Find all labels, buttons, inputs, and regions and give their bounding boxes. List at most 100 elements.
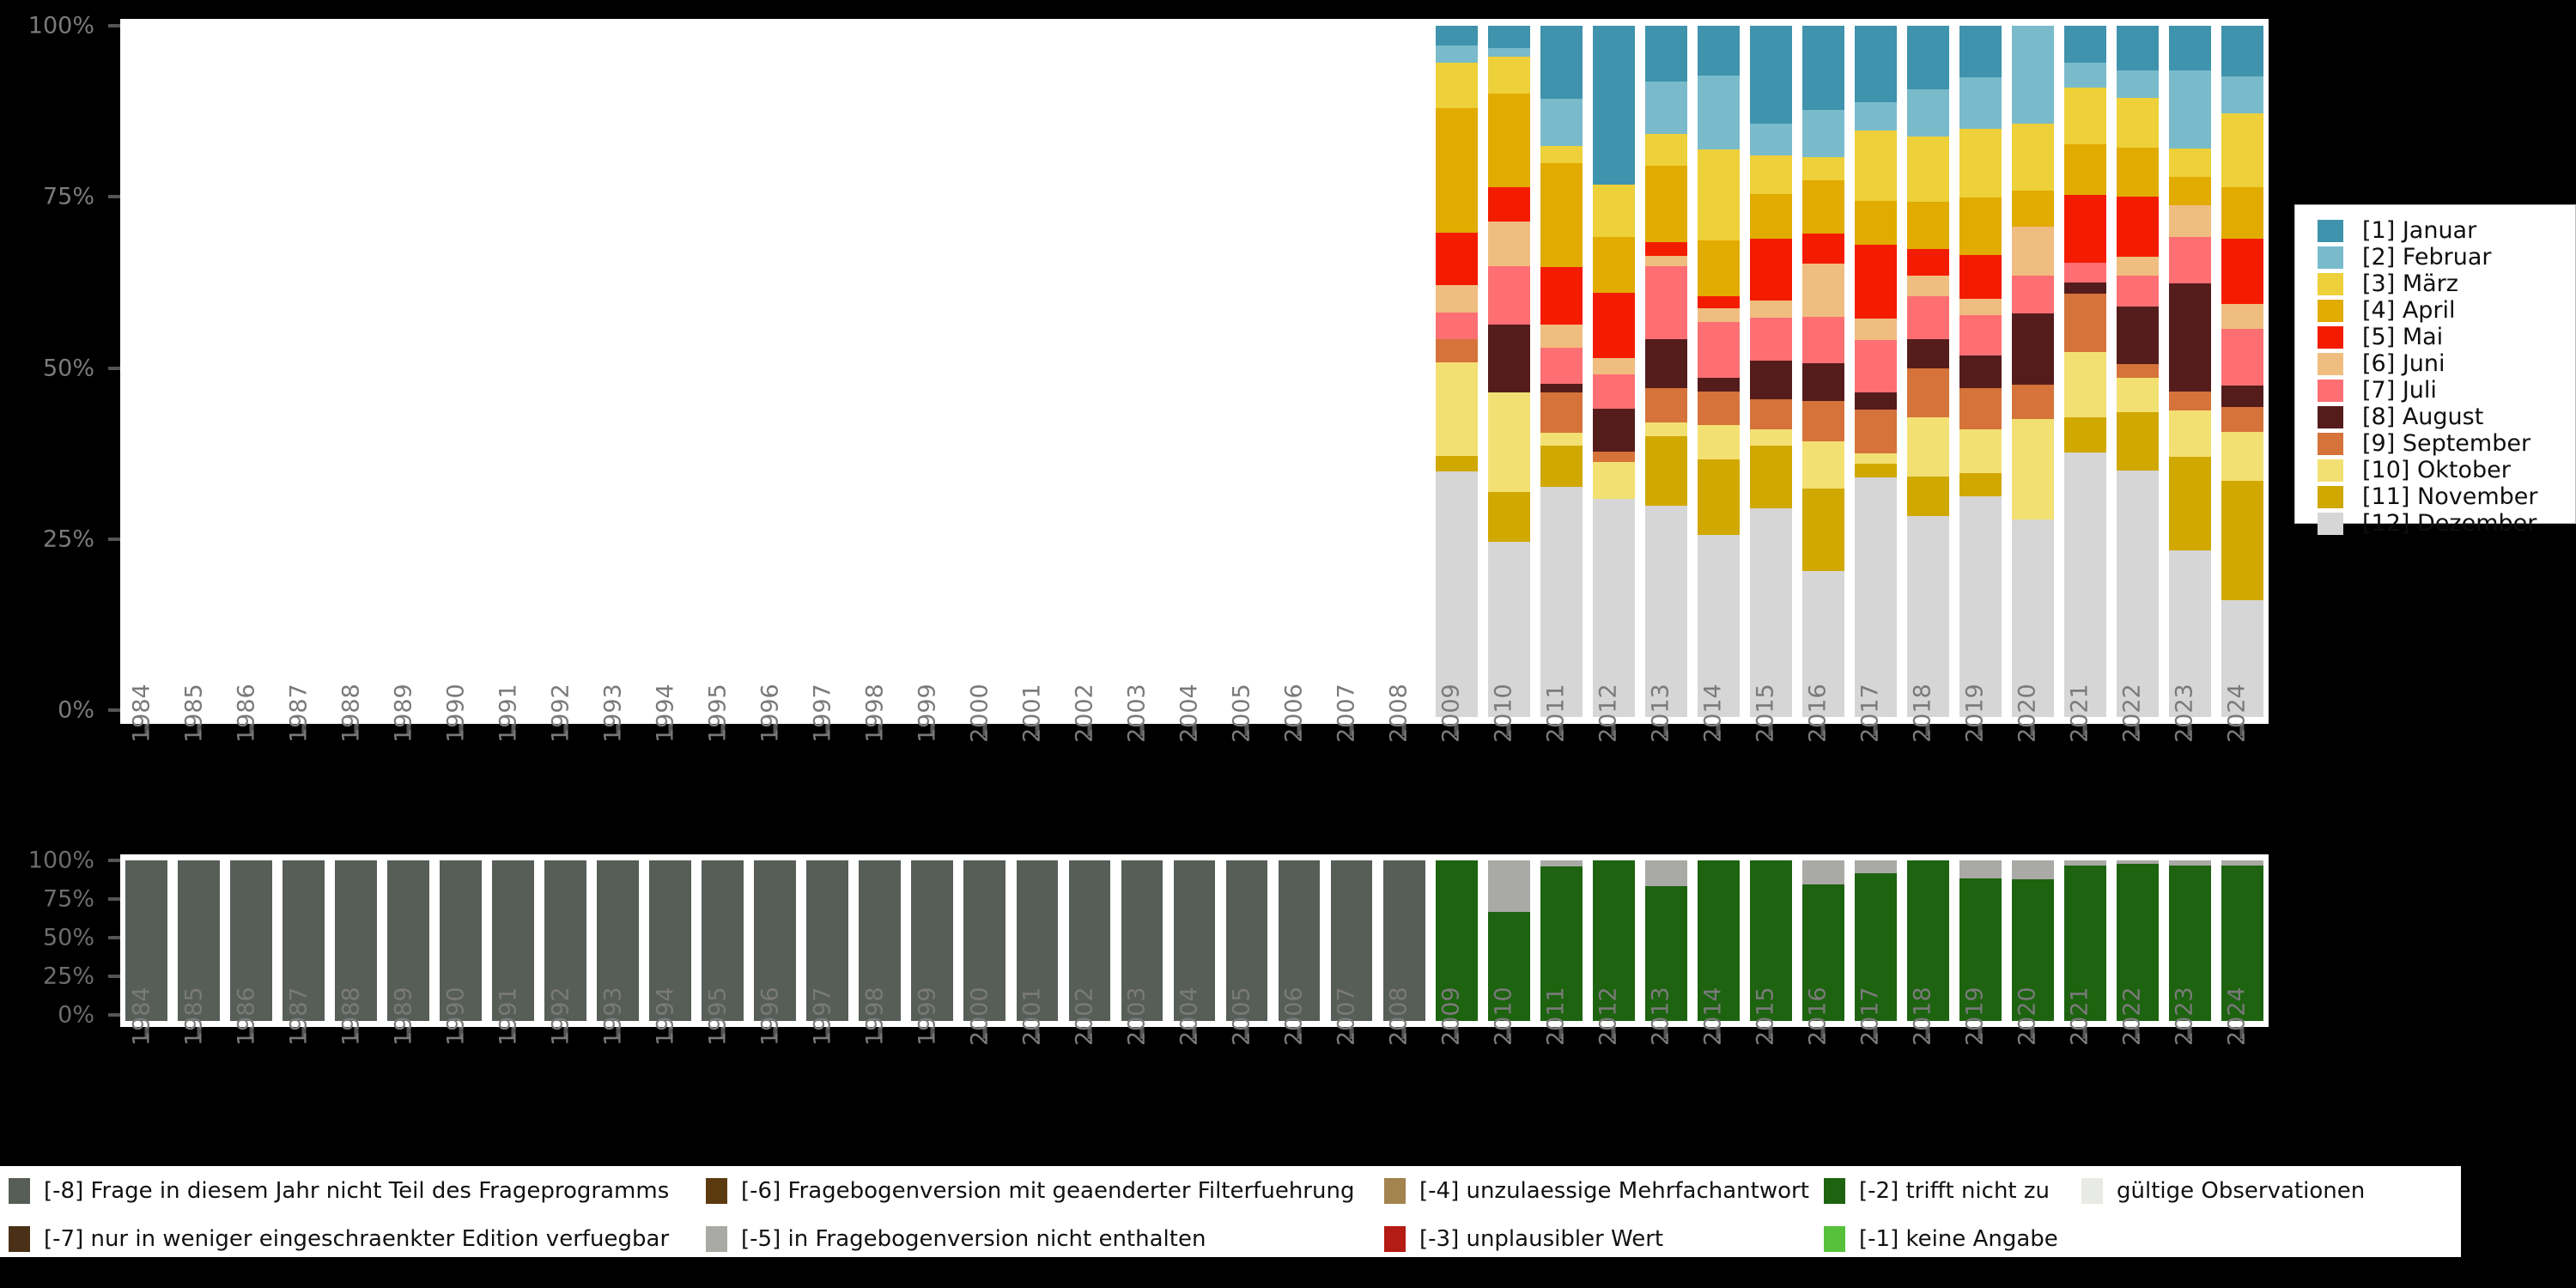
bottom-x-tick [459, 1027, 464, 1039]
legend-swatch [1384, 1226, 1406, 1252]
bottom-x-tick-label: 2017 [1856, 987, 1884, 1046]
status-legend-item[interactable]: [-3] unplausibler Wert [1384, 1226, 1663, 1252]
bar-segment [1854, 340, 1897, 392]
month-legend-item[interactable]: [12] Dezember [2318, 510, 2575, 537]
status-legend-item[interactable]: [-8] Frage in diesem Jahr nicht Teil des… [9, 1178, 669, 1204]
bottom-stacked-bar [283, 860, 325, 1021]
bottom-x-tick [2239, 1027, 2245, 1039]
bar-segment [1540, 445, 1583, 487]
main-x-tick-label: 2012 [1595, 683, 1622, 743]
bottom-x-tick-label: 1993 [599, 987, 627, 1046]
month-legend-item[interactable]: [8] August [2318, 404, 2575, 430]
status-legend-item[interactable]: [-1] keine Angabe [1824, 1226, 2058, 1252]
month-legend-item[interactable]: [5] Mai [2318, 324, 2575, 350]
bottom-stacked-bar [1854, 860, 1897, 1021]
bar-segment [1540, 433, 1583, 446]
month-legend-item[interactable]: [9] September [2318, 430, 2575, 457]
legend-swatch-10 [2318, 459, 2343, 482]
status-legend-item[interactable]: [-7] nur in weniger eingeschraenkter Edi… [9, 1226, 669, 1252]
month-legend-item[interactable]: [2] Februar [2318, 244, 2575, 270]
main-x-tick-label: 2005 [1228, 683, 1255, 743]
bar-segment [1749, 429, 1792, 447]
bar-segment [1749, 507, 1792, 717]
bottom-x-tick [2030, 1027, 2035, 1039]
bottom-x-tick-label: 2012 [1595, 987, 1622, 1046]
main-x-tick [406, 724, 411, 736]
bottom-y-tick-label: 50% [42, 924, 94, 951]
bottom-x-tick-label: 2001 [1018, 987, 1046, 1046]
bar-segment [1435, 26, 1478, 46]
main-x-tick [1978, 724, 1983, 736]
bottom-stacked-bar [1540, 860, 1583, 1021]
bottom-x-tick-label: 1989 [390, 987, 417, 1046]
main-x-tick-label: 2000 [966, 683, 993, 743]
bar-segment [2117, 363, 2159, 378]
bar-segment [1592, 498, 1635, 717]
bottom-x-tick [773, 1027, 778, 1039]
bottom-x-tick-label: 1986 [233, 987, 260, 1046]
month-legend-item[interactable]: [10] Oktober [2318, 457, 2575, 483]
bar-segment [2011, 190, 2054, 228]
bar-segment [1644, 26, 1687, 82]
bar-segment [387, 860, 430, 1021]
main-x-tick-label: 1986 [233, 683, 260, 743]
main-x-tick [2135, 724, 2140, 736]
bottom-x-tick [1506, 1027, 1511, 1039]
main-x-tick [1297, 724, 1302, 736]
bar-segment [1801, 156, 1844, 181]
bar-segment [1906, 515, 1949, 717]
month-legend-item[interactable]: [6] Juni [2318, 350, 2575, 377]
bar-segment [2064, 87, 2106, 145]
main-x-tick [1611, 724, 1616, 736]
main-x-tick [1192, 724, 1197, 736]
status-legend-item[interactable]: [-6] Fragebogenversion mit geaenderter F… [706, 1178, 1354, 1204]
bar-segment [1854, 477, 1897, 717]
bottom-stacked-bar [387, 860, 430, 1021]
bar-segment [440, 860, 483, 1021]
bar-segment [2117, 306, 2159, 364]
bottom-stacked-bar [440, 860, 483, 1021]
bar-segment [1540, 324, 1583, 349]
bar-segment [544, 860, 587, 1021]
bottom-x-tick-label: 2009 [1437, 987, 1465, 1046]
month-legend: [1] Januar [2] Februar [3] März [4] April [5… [2294, 204, 2576, 537]
bar-segment [1854, 318, 1897, 341]
bottom-x-tick-label: 2016 [1804, 987, 1832, 1046]
status-legend-item[interactable]: [-2] trifft nicht zu [1824, 1178, 2050, 1204]
status-legend-item[interactable]: [-4] unzulaessige Mehrfachantwort [1384, 1178, 1809, 1204]
bar-segment [1697, 424, 1740, 459]
month-legend-item[interactable]: [7] Juli [2318, 377, 2575, 404]
bar-segment [1697, 391, 1740, 425]
month-legend-item[interactable]: [3] März [2318, 270, 2575, 297]
bar-segment [1644, 422, 1687, 437]
bottom-x-tick-label: 1991 [495, 987, 522, 1046]
bar-segment [2169, 26, 2211, 71]
month-legend-item[interactable]: [1] Januar [2318, 217, 2575, 244]
bar-segment [859, 860, 902, 1021]
bar-segment [2117, 147, 2159, 197]
bottom-plot-area [120, 854, 2269, 1027]
bar-segment [1540, 99, 1583, 147]
status-legend-label: [-8] Frage in diesem Jahr nicht Teil des… [44, 1178, 670, 1204]
main-y-tick-label: 25% [42, 526, 94, 553]
bar-segment [1697, 535, 1740, 717]
bottom-y-axis: 100% 75% 50% 25% 0% [0, 848, 120, 1029]
status-legend-item[interactable]: [-5] in Fragebogenversion nicht enthalte… [706, 1226, 1206, 1252]
month-legend-item[interactable]: [4] April [2318, 297, 2575, 324]
bar-segment [1435, 63, 1478, 108]
month-legend-item[interactable]: [11] November [2318, 483, 2575, 510]
bottom-stacked-bar [649, 860, 692, 1021]
main-y-tick-label: 50% [42, 355, 94, 381]
bar-segment [2221, 406, 2263, 432]
bar-segment [1801, 233, 1844, 264]
legend-swatch-4 [2318, 299, 2343, 322]
main-x-tick [1768, 724, 1773, 736]
status-legend-item[interactable]: gültige Observationen [2081, 1178, 2365, 1204]
bottom-x-tick [301, 1027, 307, 1039]
bar-segment [2169, 391, 2211, 410]
bar-segment [1487, 93, 1530, 187]
main-x-tick [930, 724, 935, 736]
bottom-x-tick [1768, 1027, 1773, 1039]
bar-segment [597, 860, 640, 1021]
bar-segment [1854, 872, 1897, 1021]
